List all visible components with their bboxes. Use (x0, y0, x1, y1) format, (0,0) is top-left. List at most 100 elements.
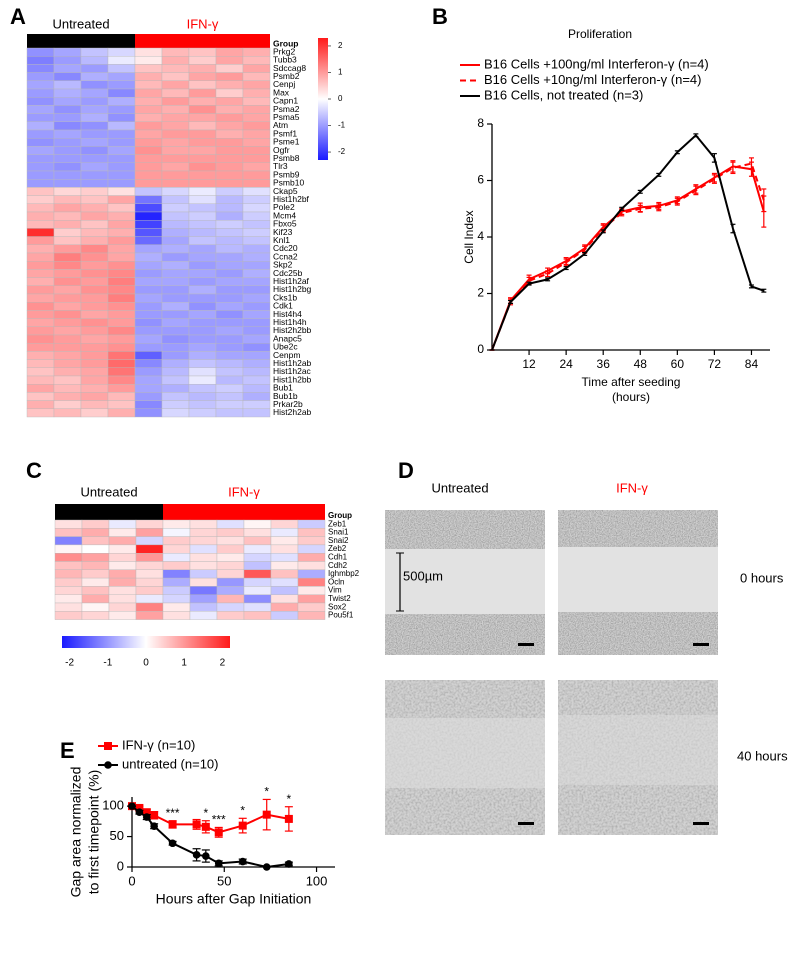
heatmap-cell (161, 211, 190, 221)
error-bar (761, 288, 767, 293)
heatmap-cell (216, 544, 245, 554)
heatmap-cell (270, 528, 299, 537)
heatmap-cell (242, 219, 271, 229)
heatmap-cell (53, 96, 82, 106)
heatmap-cell (215, 56, 244, 65)
heatmap-cell (242, 351, 271, 360)
heatmap-cell (108, 594, 137, 604)
heatmap-cell (53, 146, 82, 155)
heatmap-cell (80, 269, 109, 278)
heatmap-cell (270, 536, 299, 546)
row-label: Hist1h2af (273, 276, 310, 286)
heatmap-cell (161, 269, 190, 278)
panel-letter: E (60, 738, 75, 763)
heatmap-cell (215, 170, 244, 180)
heatmap-cell (108, 569, 137, 579)
heatmap-cell (161, 408, 190, 418)
heatmap-cell (188, 302, 217, 311)
heatmap-cell (161, 129, 190, 139)
marker (142, 813, 151, 821)
heatmap-cell (188, 64, 217, 73)
heatmap-cell (107, 285, 136, 295)
row-label: Psma5 (273, 112, 300, 122)
heatmap-cell (162, 536, 191, 546)
heatmap-cell (107, 72, 136, 81)
heatmap-cell (189, 569, 218, 579)
heatmap-cell (134, 211, 163, 221)
heatmap-cell (134, 137, 163, 147)
heatmap-cell (108, 586, 137, 595)
heatmap-cell (242, 121, 271, 131)
heatmap-cell (188, 310, 217, 319)
heatmap-cell (26, 318, 55, 328)
heatmap-cell (135, 602, 164, 612)
heatmap-cell (270, 611, 299, 620)
heatmap-cell (54, 561, 83, 571)
heatmap-cell (161, 80, 190, 90)
heatmap-cell (215, 178, 244, 188)
heatmap-cell (80, 64, 109, 73)
heatmap-cell (270, 544, 299, 554)
heatmap-cell (26, 47, 55, 57)
heatmap-cell (80, 105, 109, 114)
heatmap-cell (26, 64, 55, 73)
heatmap-cell (188, 359, 217, 369)
heatmap-cell (297, 544, 326, 554)
significance-label: * (264, 785, 269, 799)
row-label: Zeb1 (328, 519, 347, 528)
heatmap-cell (107, 343, 136, 352)
heatmap-cell (26, 72, 55, 81)
heatmap-cell (108, 611, 137, 620)
heatmap-cell (242, 80, 271, 90)
heatmap-cell (107, 334, 136, 344)
row-label: Ogfr (273, 145, 290, 155)
heatmap-cell (242, 244, 271, 254)
colorbar-label: 2 (338, 41, 343, 50)
micrograph-image (558, 680, 718, 835)
heatmap-cell (53, 244, 82, 254)
heatmap-cell (53, 195, 82, 205)
heatmap-cell (80, 326, 109, 336)
heatmap-cell (242, 154, 271, 164)
heatmap-cell (215, 343, 244, 352)
heatmap-cell (243, 561, 272, 571)
heatmap-cell (242, 211, 271, 221)
heatmap-cell (161, 326, 190, 336)
marker (150, 811, 159, 820)
row-label: Hist1h2bf (273, 194, 310, 204)
heatmap-cell (242, 146, 271, 155)
legend-item: B16 Cells, not treated (n=3) (460, 87, 643, 102)
heatmap-cell (134, 293, 163, 303)
heatmap-cell (188, 146, 217, 155)
heatmap-cell (161, 359, 190, 369)
heatmap-cell (242, 343, 271, 352)
heatmap-cell (80, 375, 109, 385)
heatmap-cell (242, 285, 271, 295)
x-tick-label: 36 (597, 357, 611, 371)
heatmap-cell (26, 293, 55, 303)
heatmap-cell (53, 228, 82, 237)
row-label: 40 hours (737, 748, 788, 763)
heatmap-cell (135, 536, 164, 546)
heatmap-cell (243, 586, 272, 595)
row-label: Hist1h4h (273, 317, 307, 327)
heatmap-cell (134, 334, 163, 344)
heatmap-cell (134, 162, 163, 172)
heatmap-cell (215, 105, 244, 114)
row-label: 0 hours (740, 570, 784, 585)
heatmap-cell (26, 162, 55, 172)
heatmap-cell (134, 302, 163, 311)
heatmap-cell (107, 56, 136, 65)
heatmap-cell (80, 96, 109, 106)
heatmap-cell (54, 536, 83, 546)
heatmap-cell (189, 611, 218, 620)
heatmap-cell (188, 113, 217, 122)
error-bar (674, 150, 680, 155)
x-axis-label: (hours) (612, 390, 650, 404)
heatmap-cell (81, 553, 110, 562)
heatmap-cell (161, 392, 190, 401)
heatmap-cell (134, 359, 163, 369)
error-bar (656, 203, 662, 212)
group-bar (27, 34, 135, 48)
heatmap-cell (26, 228, 55, 237)
